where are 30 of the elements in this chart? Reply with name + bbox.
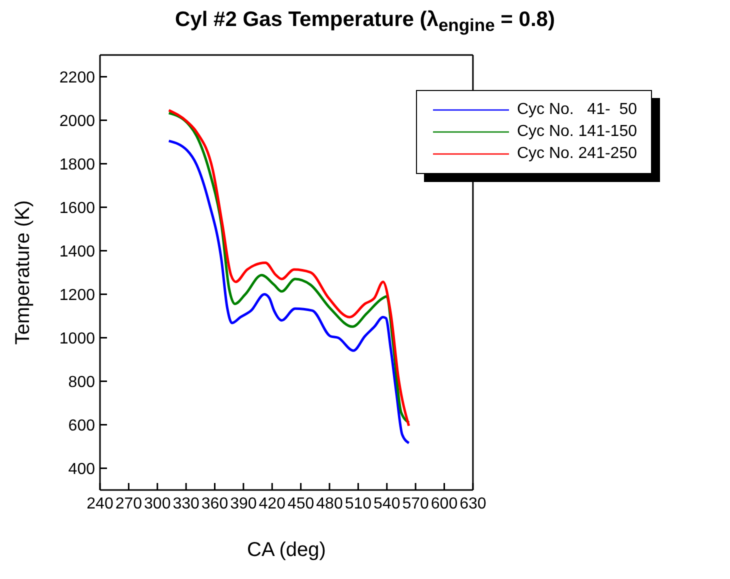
x-tick-label: 420 [258,495,286,512]
x-tick-label: 360 [201,495,228,512]
y-tick-label: 600 [68,417,96,434]
y-tick-label: 2200 [59,69,96,86]
x-tick-label: 300 [144,495,171,512]
y-tick-label: 800 [68,374,96,391]
y-tick-label: 2000 [59,112,96,130]
x-tick-label: 240 [86,495,114,512]
y-tick-label: 1800 [59,156,96,174]
y-tick-label: 1400 [59,243,96,260]
x-tick-label: 480 [316,495,343,512]
y-tick-label: 1000 [59,330,96,348]
x-tick-label: 450 [287,495,314,512]
y-axis-title: Temperature (K) [12,200,34,345]
x-tick-label: 630 [460,495,486,512]
x-tick-label: 600 [430,495,458,512]
legend-label: Cyc No. 41- 50 [516,101,637,119]
y-tick-label: 1600 [59,200,96,217]
x-axis-title: CA (deg) [247,539,326,561]
x-tick-label: 330 [172,495,200,512]
x-tick-label: 570 [402,495,430,512]
chart-title: Cyl #2 Gas Temperature (λ$_{engine}$ = 0.8) [174,8,556,38]
x-tick-label: 270 [115,495,142,512]
x-tick-label: 540 [374,495,400,512]
legend-label: Cyc No. 241-250 [516,145,637,163]
x-tick-label: 390 [230,495,257,512]
y-tick-label: 400 [68,460,96,478]
legend-label: Cyc No. 141-150 [516,123,637,141]
y-tick-label: 1200 [59,286,96,304]
x-tick-label: 510 [344,495,372,512]
